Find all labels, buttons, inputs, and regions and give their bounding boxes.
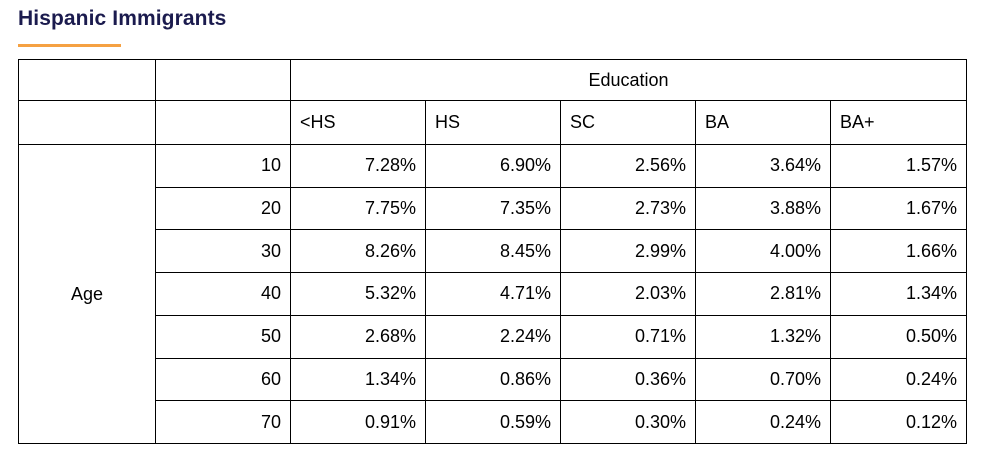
age-value: 60 [155, 357, 291, 402]
cell-value: 8.26% [290, 229, 426, 274]
age-value: 70 [155, 400, 291, 444]
cell-value: 1.34% [290, 357, 426, 402]
cell-value: 2.03% [560, 272, 696, 316]
cell-value: 2.24% [425, 314, 561, 359]
age-value: 30 [155, 229, 291, 274]
cell-value: 3.64% [695, 144, 831, 188]
cell-value: 0.59% [425, 400, 561, 444]
cell-value: 5.32% [290, 272, 426, 316]
education-group-header: Education [290, 59, 967, 101]
cell-value: 8.45% [425, 229, 561, 274]
cell-value: 2.56% [560, 144, 696, 188]
cell-value: 2.99% [560, 229, 696, 274]
empty-cell [18, 100, 156, 145]
table-row: 30 8.26% 8.45% 2.99% 4.00% 1.66% [19, 229, 967, 274]
cell-value: 0.50% [830, 314, 967, 359]
education-age-table: Education <HS HS SC BA BA+ Age 10 7.28% … [18, 59, 967, 444]
cell-value: 2.68% [290, 314, 426, 359]
cell-value: 1.32% [695, 314, 831, 359]
cell-value: 4.00% [695, 229, 831, 274]
cell-value: 0.12% [830, 400, 967, 444]
cell-value: 7.28% [290, 144, 426, 188]
cell-value: 0.24% [695, 400, 831, 444]
table-row: 50 2.68% 2.24% 0.71% 1.32% 0.50% [19, 314, 967, 359]
corner-cell [155, 59, 291, 101]
empty-cell [155, 100, 291, 145]
cell-value: 0.91% [290, 400, 426, 444]
cell-value: 1.67% [830, 186, 967, 231]
column-header-less-than-hs: <HS [290, 100, 426, 145]
cell-value: 0.24% [830, 357, 967, 402]
cell-value: 3.88% [695, 186, 831, 231]
cell-value: 7.75% [290, 186, 426, 231]
age-value: 10 [155, 144, 291, 188]
column-header-hs: HS [425, 100, 561, 145]
column-header-sc: SC [560, 100, 696, 145]
page-title: Hispanic Immigrants [18, 7, 227, 30]
cell-value: 2.73% [560, 186, 696, 231]
table-row: 60 1.34% 0.86% 0.36% 0.70% 0.24% [19, 357, 967, 402]
table-row: 70 0.91% 0.59% 0.30% 0.24% 0.12% [19, 400, 967, 444]
cell-value: 4.71% [425, 272, 561, 316]
cell-value: 0.71% [560, 314, 696, 359]
cell-value: 0.30% [560, 400, 696, 444]
table-row: 40 5.32% 4.71% 2.03% 2.81% 1.34% [19, 272, 967, 316]
age-value: 20 [155, 186, 291, 231]
cell-value: 0.86% [425, 357, 561, 402]
cell-value: 6.90% [425, 144, 561, 188]
cell-value: 1.34% [830, 272, 967, 316]
age-value: 40 [155, 272, 291, 316]
column-header-ba-plus: BA+ [830, 100, 967, 145]
cell-value: 1.57% [830, 144, 967, 188]
age-value: 50 [155, 314, 291, 359]
column-header-ba: BA [695, 100, 831, 145]
age-group-header: Age [18, 144, 156, 444]
cell-value: 7.35% [425, 186, 561, 231]
table-row-group-header: Education [18, 59, 967, 101]
table-row: Age 10 7.28% 6.90% 2.56% 3.64% 1.57% [18, 144, 967, 444]
cell-value: 1.66% [830, 229, 967, 274]
title-accent-underline [18, 44, 121, 47]
cell-value: 0.70% [695, 357, 831, 402]
cell-value: 2.81% [695, 272, 831, 316]
table-column-header-row: <HS HS SC BA BA+ [18, 100, 967, 145]
corner-cell [18, 59, 156, 101]
table-row: 20 7.75% 7.35% 2.73% 3.88% 1.67% [19, 186, 967, 231]
cell-value: 0.36% [560, 357, 696, 402]
